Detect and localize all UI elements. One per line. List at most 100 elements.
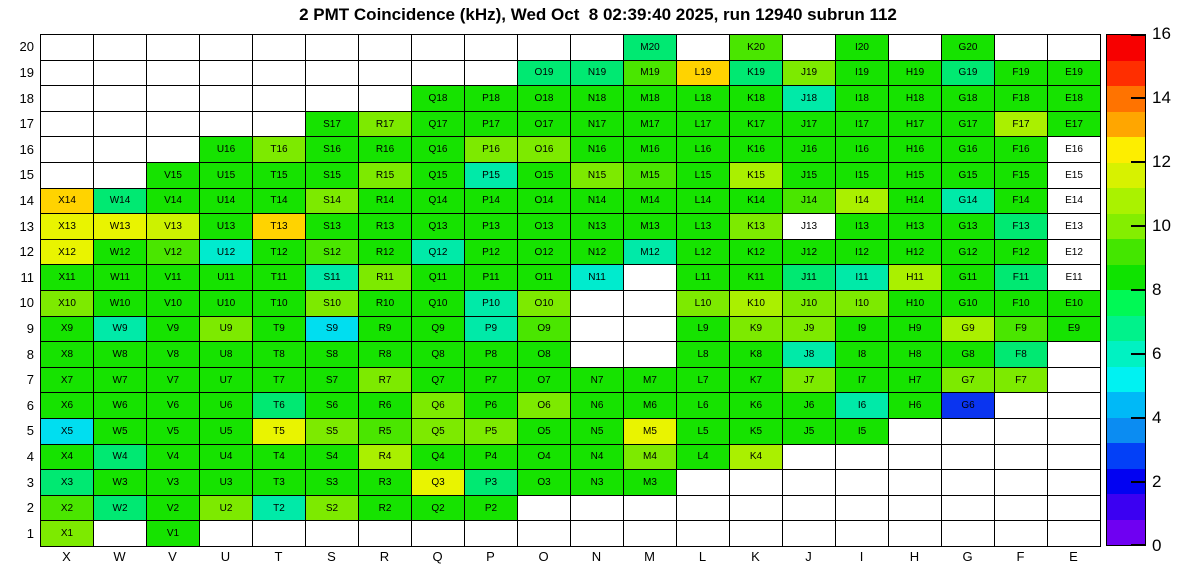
heatmap-cell: P4 bbox=[465, 444, 518, 471]
heatmap-cell bbox=[41, 163, 94, 189]
heatmap-cell: E12 bbox=[1048, 239, 1101, 266]
heatmap-cell: T8 bbox=[253, 342, 306, 368]
heatmap-cell bbox=[889, 35, 942, 61]
heatmap-cell: X10 bbox=[41, 291, 94, 317]
y-axis-label: 17 bbox=[19, 116, 34, 132]
heatmap-cell: X14 bbox=[41, 188, 94, 215]
heatmap-cell: N4 bbox=[571, 444, 624, 471]
heatmap-cell: V9 bbox=[147, 316, 200, 343]
heatmap-cell bbox=[889, 419, 942, 445]
heatmap-cell: T6 bbox=[253, 393, 306, 419]
heatmap-cell: W14 bbox=[94, 188, 147, 215]
colorbar-tick bbox=[1131, 225, 1146, 227]
heatmap-cell: T10 bbox=[253, 291, 306, 317]
heatmap-cell: M16 bbox=[624, 137, 677, 163]
heatmap-cell: L8 bbox=[677, 342, 730, 368]
heatmap-cell: H15 bbox=[889, 163, 942, 189]
heatmap-cell: F12 bbox=[995, 239, 1048, 266]
heatmap-cell: I14 bbox=[836, 188, 889, 215]
heatmap-cell bbox=[995, 393, 1048, 419]
colorbar-band bbox=[1107, 111, 1145, 137]
y-axis-label: 6 bbox=[26, 397, 34, 413]
heatmap-cell: S7 bbox=[306, 367, 359, 394]
heatmap-cell: K5 bbox=[730, 419, 783, 445]
colorbar-tick-label: 4 bbox=[1152, 408, 1162, 427]
heatmap-cell: J9 bbox=[783, 316, 836, 343]
heatmap-cell: O8 bbox=[518, 342, 571, 368]
heatmap-cell: R14 bbox=[359, 188, 412, 215]
heatmap-cell: R9 bbox=[359, 316, 412, 343]
colorbar-band bbox=[1107, 264, 1145, 290]
heatmap-cell: V11 bbox=[147, 265, 200, 291]
heatmap-cell: K13 bbox=[730, 214, 783, 240]
heatmap-cell bbox=[836, 521, 889, 547]
heatmap-cell: P2 bbox=[465, 495, 518, 522]
heatmap-cell: U11 bbox=[200, 265, 253, 291]
heatmap-cell: M17 bbox=[624, 111, 677, 138]
heatmap-cell bbox=[147, 137, 200, 163]
heatmap-cell bbox=[147, 111, 200, 138]
heatmap-cell: G16 bbox=[942, 137, 995, 163]
heatmap-cell: P16 bbox=[465, 137, 518, 163]
heatmap-cell: V3 bbox=[147, 470, 200, 496]
x-axis-label: R bbox=[379, 549, 390, 564]
heatmap-cell: K7 bbox=[730, 367, 783, 394]
heatmap-cell: V7 bbox=[147, 367, 200, 394]
y-axis-label: 15 bbox=[19, 167, 34, 183]
heatmap-cell: K16 bbox=[730, 137, 783, 163]
heatmap-cell: M3 bbox=[624, 470, 677, 496]
heatmap-cell: X11 bbox=[41, 265, 94, 291]
heatmap-cell: K9 bbox=[730, 316, 783, 343]
colorbar-tick-label: 8 bbox=[1152, 280, 1162, 299]
heatmap-cell: E14 bbox=[1048, 188, 1101, 215]
heatmap-cell: K12 bbox=[730, 239, 783, 266]
heatmap-cell: X7 bbox=[41, 367, 94, 394]
heatmap-cell: J18 bbox=[783, 86, 836, 112]
heatmap-cell: I10 bbox=[836, 291, 889, 317]
heatmap-cell: V4 bbox=[147, 444, 200, 471]
heatmap-cell: O5 bbox=[518, 419, 571, 445]
heatmap-cell bbox=[995, 495, 1048, 522]
heatmap-cell: L15 bbox=[677, 163, 730, 189]
heatmap-cell: P12 bbox=[465, 239, 518, 266]
heatmap-cell: R11 bbox=[359, 265, 412, 291]
heatmap-cell: U10 bbox=[200, 291, 253, 317]
colorbar-tick-label: 0 bbox=[1152, 536, 1162, 555]
heatmap-cell: J12 bbox=[783, 239, 836, 266]
colorbar-tick-label: 12 bbox=[1152, 152, 1171, 171]
colorbar-band bbox=[1107, 443, 1145, 469]
colorbar-tick-label: 16 bbox=[1152, 24, 1171, 43]
x-axis-label: E bbox=[1069, 549, 1078, 564]
heatmap-cell bbox=[571, 521, 624, 547]
heatmap-cell: K6 bbox=[730, 393, 783, 419]
heatmap-cell bbox=[41, 111, 94, 138]
heatmap-cell bbox=[942, 470, 995, 496]
heatmap-cell: K20 bbox=[730, 35, 783, 61]
heatmap-cell: Q18 bbox=[412, 86, 465, 112]
heatmap-cell: O12 bbox=[518, 239, 571, 266]
heatmap-cell bbox=[94, 86, 147, 112]
heatmap-cell: L19 bbox=[677, 60, 730, 87]
heatmap-cell: R3 bbox=[359, 470, 412, 496]
heatmap-cell: F11 bbox=[995, 265, 1048, 291]
y-axis-label: 11 bbox=[20, 269, 35, 285]
colorbar-tick bbox=[1131, 97, 1146, 99]
heatmap-cell bbox=[253, 111, 306, 138]
heatmap-cell: P14 bbox=[465, 188, 518, 215]
heatmap-cell bbox=[942, 521, 995, 547]
heatmap-cell: S6 bbox=[306, 393, 359, 419]
heatmap-cell: L13 bbox=[677, 214, 730, 240]
heatmap-cell: K8 bbox=[730, 342, 783, 368]
heatmap-cell: Q3 bbox=[412, 470, 465, 496]
heatmap-cell: W13 bbox=[94, 214, 147, 240]
heatmap-cell bbox=[518, 521, 571, 547]
heatmap-cell: M18 bbox=[624, 86, 677, 112]
heatmap-cell: F17 bbox=[995, 111, 1048, 138]
heatmap-cell: E13 bbox=[1048, 214, 1101, 240]
heatmap-cell: I7 bbox=[836, 367, 889, 394]
heatmap-cell bbox=[359, 86, 412, 112]
heatmap-cell: I5 bbox=[836, 419, 889, 445]
heatmap-cell: J17 bbox=[783, 111, 836, 138]
heatmap-cell: S8 bbox=[306, 342, 359, 368]
